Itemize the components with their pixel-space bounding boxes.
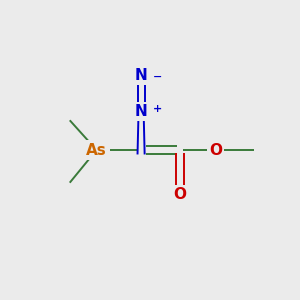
- Text: O: O: [173, 187, 186, 202]
- Text: N: N: [135, 68, 148, 83]
- Text: +: +: [153, 104, 162, 114]
- Text: As: As: [86, 142, 107, 158]
- Text: −: −: [153, 72, 162, 82]
- Text: N: N: [135, 104, 148, 119]
- Text: O: O: [209, 142, 222, 158]
